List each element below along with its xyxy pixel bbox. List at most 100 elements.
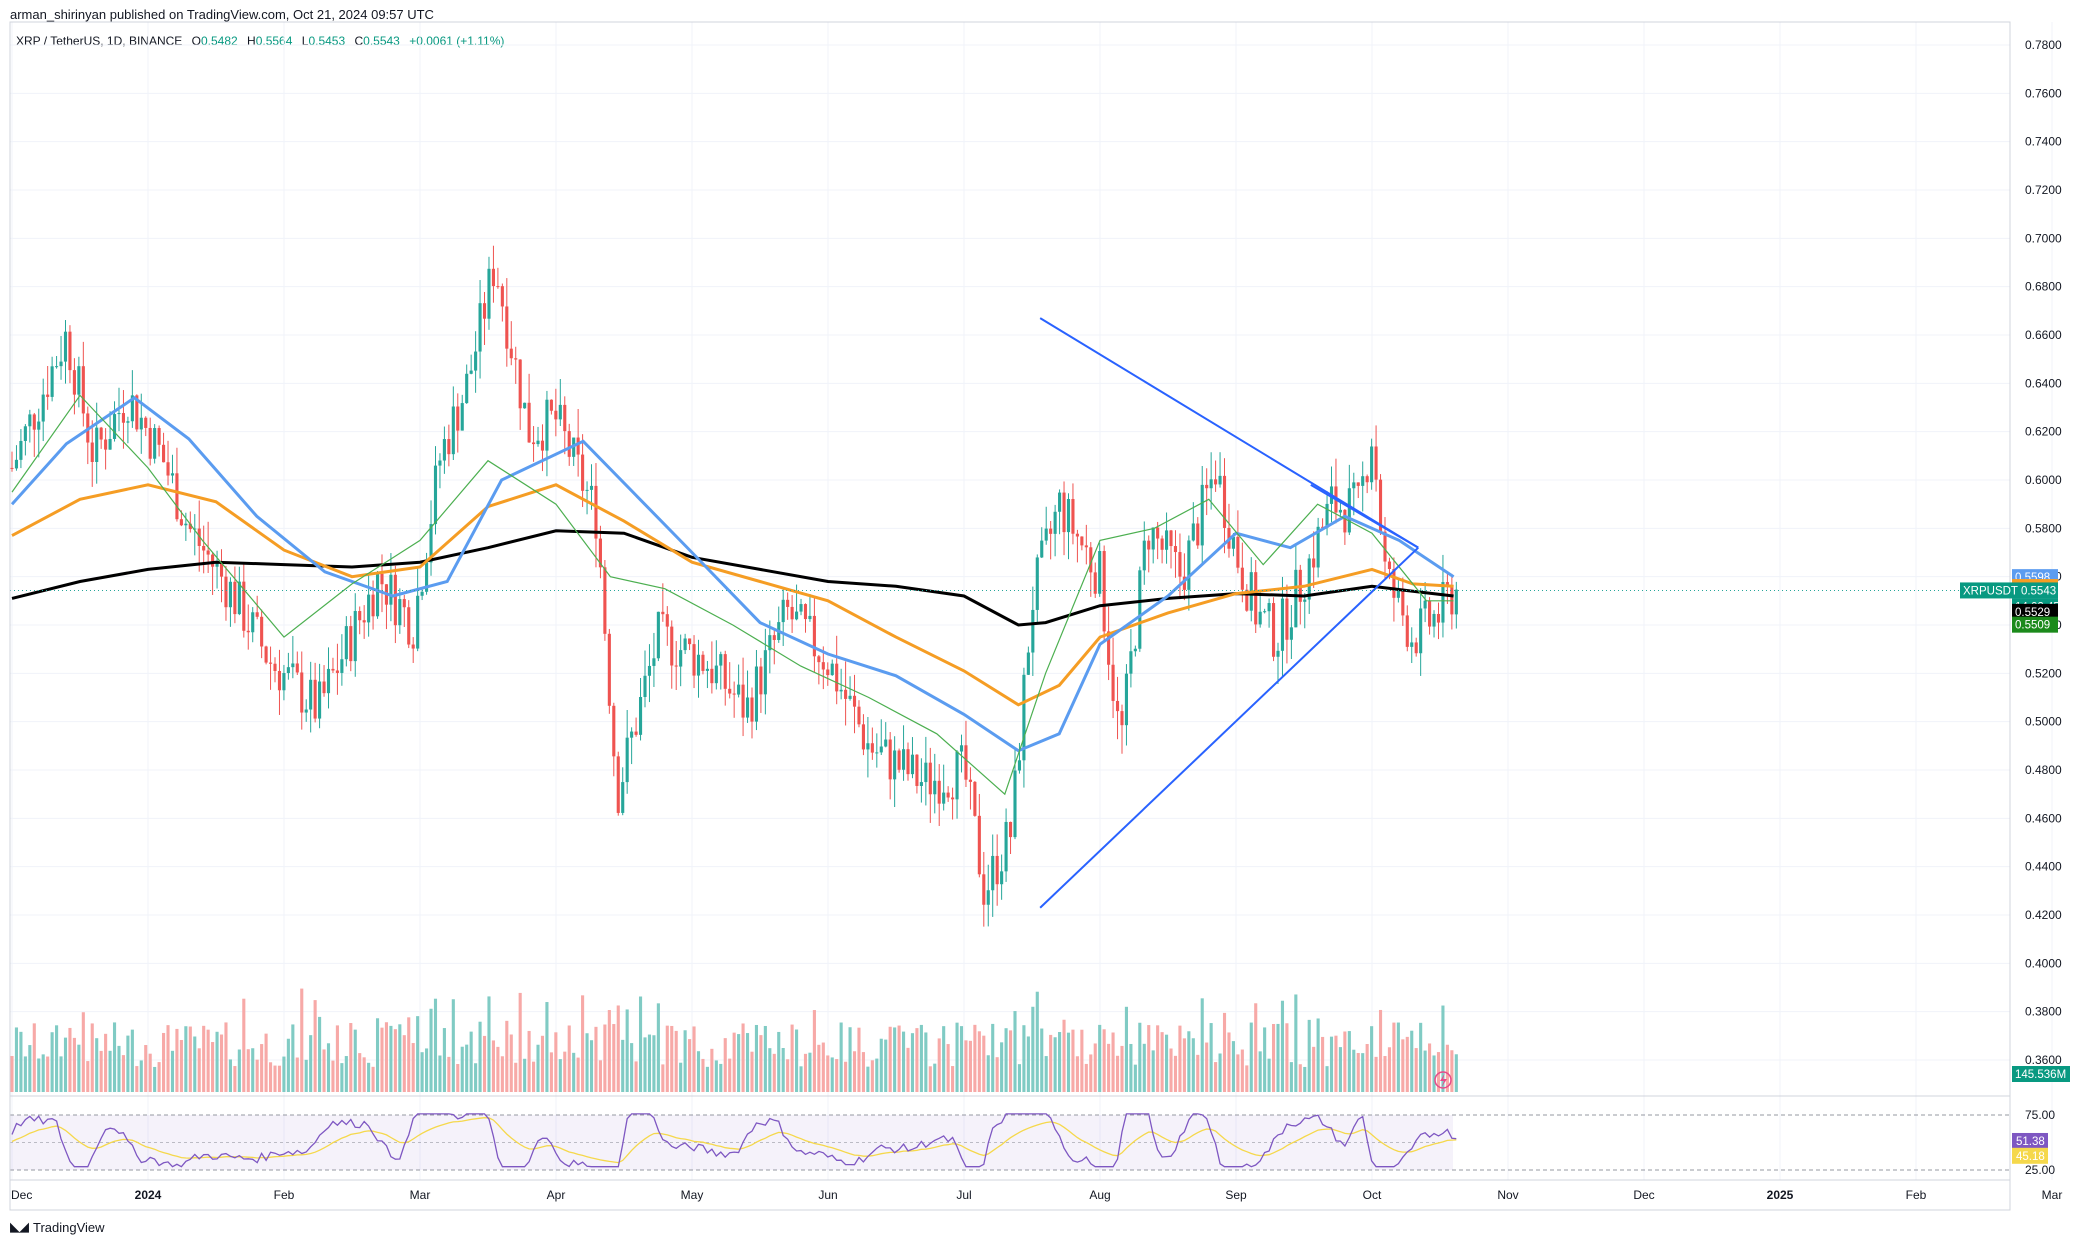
- volume-bar: [830, 1057, 834, 1092]
- price-tick-label: 0.7600: [2025, 86, 2062, 100]
- volume-bar: [884, 1039, 888, 1092]
- volume-bar: [1187, 1031, 1191, 1092]
- volume-bar: [915, 1028, 919, 1092]
- volume-bar: [170, 1050, 175, 1092]
- volume-bar: [893, 1027, 897, 1092]
- lightning-icon[interactable]: [1434, 1071, 1452, 1089]
- volume-bar: [282, 1056, 286, 1092]
- candle-body: [1454, 589, 1458, 615]
- volume-bar: [942, 1026, 946, 1092]
- volume-badge-value: 145.536M: [2015, 1069, 2066, 1081]
- candle-body: [1209, 479, 1213, 489]
- candle-body: [148, 427, 152, 459]
- candle-body: [465, 373, 469, 404]
- volume-bar: [986, 1055, 990, 1092]
- volume-bar: [286, 1038, 290, 1092]
- candle-body: [754, 666, 759, 722]
- candle-body: [1147, 540, 1151, 550]
- candle-body: [264, 646, 268, 663]
- volume-bar: [353, 1029, 357, 1092]
- candle-body: [670, 626, 674, 666]
- candle-body: [273, 663, 277, 671]
- candle-body: [540, 440, 545, 451]
- candle-body: [295, 663, 299, 673]
- candle-body: [425, 562, 429, 592]
- candle-body: [723, 654, 727, 689]
- volume-bar: [456, 1063, 460, 1092]
- volume-bar: [362, 1057, 366, 1092]
- candle-body: [1356, 482, 1360, 486]
- volume-bar: [81, 1012, 85, 1092]
- volume-bar: [1062, 1019, 1066, 1092]
- volume-bar: [679, 1062, 683, 1092]
- candle-body: [1396, 588, 1400, 598]
- candle-body: [705, 668, 709, 671]
- candle-body: [661, 611, 665, 615]
- candle-body: [607, 633, 611, 706]
- candle-body: [1129, 651, 1133, 674]
- time-tick-label: Oct: [1363, 1188, 1382, 1202]
- volume-bar: [358, 1053, 362, 1092]
- volume-bar: [1312, 1046, 1316, 1092]
- candle-body: [594, 485, 598, 539]
- legend-high-label: H: [247, 34, 256, 48]
- volume-bar: [407, 1017, 411, 1092]
- tradingview-brand[interactable]: ◣◢ TradingView: [10, 1219, 105, 1235]
- price-tick-label: 0.7000: [2025, 231, 2062, 245]
- volume-bar: [1200, 998, 1204, 1092]
- volume-bar: [126, 1035, 130, 1092]
- volume-bar: [777, 1031, 781, 1092]
- volume-bar: [246, 1049, 250, 1092]
- candle-body: [179, 519, 183, 526]
- volume-bar: [848, 1027, 852, 1092]
- volume-bar: [1361, 1053, 1365, 1092]
- volume-bar: [1022, 1025, 1026, 1092]
- volume-bar: [661, 1064, 665, 1092]
- candlesticks: [10, 245, 1458, 927]
- candle-body: [795, 611, 799, 620]
- price-tick-label: 0.7200: [2025, 183, 2062, 197]
- candle-body: [532, 442, 536, 445]
- candle-body: [1013, 770, 1017, 838]
- candle-body: [1058, 492, 1062, 512]
- volume-bar: [795, 1029, 799, 1092]
- volume-bar: [612, 1024, 616, 1092]
- volume-bar: [835, 1059, 839, 1092]
- candle-body: [1343, 509, 1347, 533]
- volume-bar: [861, 1052, 865, 1092]
- volume-bar: [295, 1057, 299, 1092]
- volume-bar: [112, 1022, 117, 1092]
- candle-body: [162, 444, 166, 463]
- candle-body: [514, 358, 518, 360]
- price-tick-label: 0.4800: [2025, 763, 2062, 777]
- candle-body: [1169, 530, 1173, 547]
- candle-body: [23, 426, 27, 441]
- price-badge-bg: [1960, 582, 2058, 599]
- candle-body: [968, 779, 972, 782]
- volume-bar: [193, 1036, 197, 1092]
- candle-body: [848, 695, 852, 699]
- volume-bar: [393, 1029, 397, 1092]
- candle-body: [10, 467, 14, 469]
- rsi-tick-label: 75.00: [2025, 1108, 2055, 1122]
- volume-bar: [919, 1024, 923, 1092]
- volume-bar: [812, 1010, 816, 1092]
- candle-body: [924, 762, 928, 783]
- volume-bar: [1450, 1050, 1454, 1092]
- candle-body: [879, 746, 883, 753]
- volume-bar: [367, 1062, 371, 1092]
- volume-bar: [157, 1062, 161, 1092]
- candle-body: [710, 668, 714, 684]
- candle-body: [603, 567, 607, 634]
- volume-bar: [447, 1056, 451, 1092]
- volume-bar: [237, 1049, 241, 1092]
- candle-body: [81, 366, 85, 414]
- candle-body: [906, 749, 910, 775]
- volume-bar: [902, 1031, 906, 1092]
- volume-bar: [219, 1034, 224, 1092]
- candle-body: [656, 611, 660, 659]
- volume-bar: [866, 1066, 870, 1092]
- candle-body: [674, 665, 678, 667]
- candle-body: [300, 672, 304, 713]
